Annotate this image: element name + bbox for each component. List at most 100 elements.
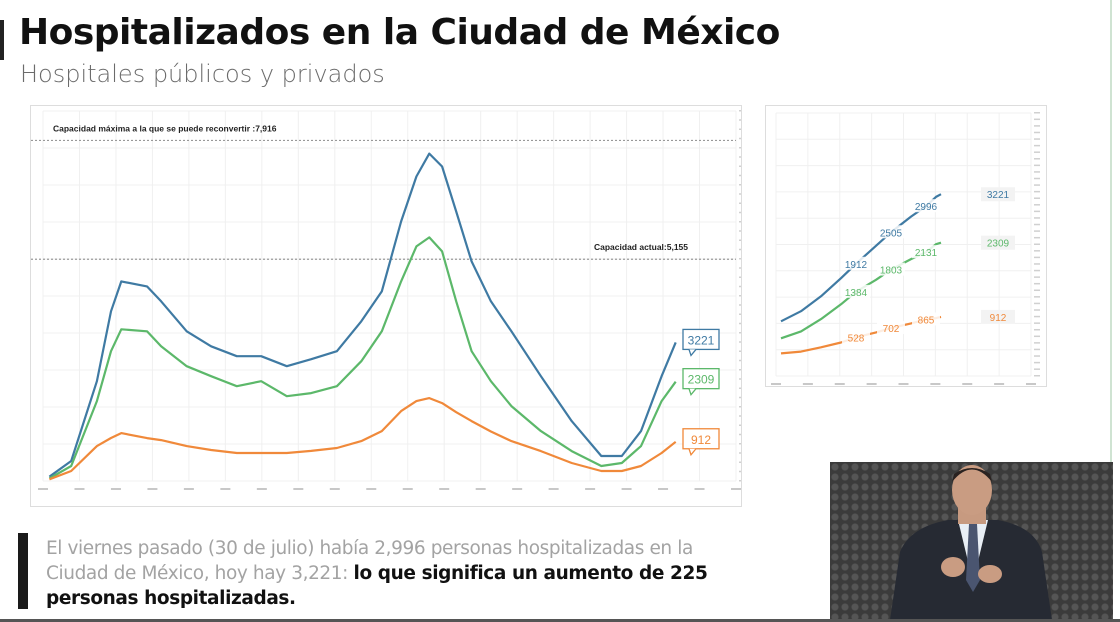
end-label-pointer: [688, 388, 697, 396]
y-tick-label: [739, 267, 745, 269]
y-tick-label: [1034, 184, 1040, 186]
point-data-label: 2131: [912, 245, 940, 259]
y-tick-label: [739, 461, 745, 463]
end-label-pointer: [688, 349, 697, 357]
y-tick-label: [1034, 348, 1040, 351]
y-tick-label: [1034, 250, 1040, 252]
point-label-bg: [842, 256, 870, 270]
y-tick-label: [1034, 361, 1040, 364]
x-tick-label: [512, 488, 523, 490]
end-label-box: [981, 235, 1015, 250]
y-tick-label: [1034, 118, 1040, 121]
y-tick-label: [739, 258, 745, 260]
point-label-text: 1803: [880, 266, 903, 277]
summary-note: El viernes pasado (30 de julio) había 2,…: [46, 536, 746, 611]
x-tick-label: [220, 488, 231, 490]
y-tick-label: [739, 248, 745, 251]
y-tick-label: [739, 332, 745, 334]
y-tick-label: [1034, 243, 1040, 245]
sign-language-interpreter-video: [830, 462, 1113, 620]
x-tick-label: [110, 488, 121, 490]
x-tick-label: [329, 488, 340, 490]
bottom-border: [0, 619, 1120, 622]
y-tick-label: [1034, 309, 1040, 311]
slide-edge-divider: [1110, 0, 1112, 622]
end-label-box: [682, 368, 720, 390]
point-label-bg: [877, 262, 905, 276]
y-tick-label: [1034, 282, 1040, 285]
y-tick-label: [739, 322, 745, 325]
y-tick-label: [739, 165, 745, 167]
y-tick-label: [739, 396, 745, 399]
end-label-text: 912: [691, 433, 711, 447]
y-tick-label: [1034, 328, 1040, 331]
y-tick-label: [739, 480, 745, 482]
end-label-text: 2309: [987, 239, 1010, 250]
x-tick-label: [731, 488, 741, 490]
end-label-text: 3221: [688, 333, 715, 347]
y-tick-label: [1034, 302, 1040, 305]
title-accent-bar: [0, 20, 4, 60]
point-label-bg: [912, 245, 940, 259]
reference-line-label: Capacidad actual:5,155: [594, 242, 688, 252]
point-label-text: 1912: [845, 260, 868, 271]
y-tick-label: [1034, 125, 1040, 127]
y-tick-label: [1034, 342, 1040, 344]
y-tick-label: [739, 276, 745, 278]
point-data-label: 2505: [877, 225, 905, 239]
x-tick-label: [147, 488, 158, 490]
point-data-label: 702: [877, 321, 905, 335]
y-tick-label: [739, 378, 745, 380]
y-tick-label: [739, 128, 745, 130]
end-label-text: 2309: [688, 373, 715, 387]
point-label-text: 1384: [845, 288, 868, 299]
y-tick-label: [1034, 263, 1040, 265]
y-tick-label: [1034, 217, 1040, 219]
series-line-icu: [49, 397, 677, 481]
y-tick-label: [739, 174, 745, 177]
page-subtitle: Hospitales públicos y privados: [20, 60, 385, 88]
end-label-text: 3221: [987, 190, 1010, 201]
y-tick-label: [739, 452, 745, 454]
y-tick-label: [1034, 204, 1040, 206]
x-tick-label: [930, 383, 941, 385]
y-tick-label: [1034, 197, 1040, 199]
end-value-label-general: 2309: [682, 368, 720, 396]
point-label-bg: [877, 321, 905, 335]
y-tick-label: [1034, 335, 1040, 338]
y-tick-label: [739, 230, 745, 232]
end-value-label-icu: 912: [981, 309, 1015, 324]
recent-detail-chart: 1912 2505 2996 3221 1384 1803 2131 2309 528 702 86…: [771, 112, 1040, 385]
end-label-pointer: [688, 448, 697, 457]
x-tick-label: [658, 488, 669, 490]
y-tick-label: [739, 137, 745, 140]
note-accent-bar: [18, 533, 28, 609]
point-label-bg: [842, 330, 870, 344]
y-tick-label: [739, 147, 745, 149]
y-tick-label: [739, 359, 745, 362]
point-label-bg: [842, 284, 870, 298]
x-tick-label: [74, 488, 85, 490]
point-label-text: 2505: [880, 228, 903, 239]
x-tick-label: [771, 383, 781, 385]
y-tick-label: [739, 304, 745, 306]
point-label-bg: [912, 199, 940, 213]
end-label-box: [682, 328, 720, 351]
y-tick-label: [1034, 223, 1040, 226]
y-tick-label: [1034, 230, 1040, 232]
y-tick-label: [739, 415, 745, 417]
x-tick-label: [694, 488, 705, 490]
y-tick-label: [1034, 138, 1040, 140]
point-data-label: 528: [842, 330, 870, 344]
end-label-box: [981, 187, 1015, 202]
y-tick-label: [739, 285, 745, 288]
y-tick-label: [739, 387, 745, 389]
detail-chart-frame: 1912 2505 2996 3221 1384 1803 2131 2309 528 702 86…: [765, 105, 1047, 387]
x-tick-label: [585, 488, 596, 490]
series-line-general: [48, 236, 677, 480]
y-tick-label: [1034, 296, 1040, 298]
point-data-label: 1803: [877, 262, 905, 277]
point-data-label: 1384: [842, 284, 870, 299]
x-tick-label: [1026, 383, 1036, 385]
note-gray-text: El viernes pasado (30 de julio) había 2,…: [46, 538, 693, 584]
